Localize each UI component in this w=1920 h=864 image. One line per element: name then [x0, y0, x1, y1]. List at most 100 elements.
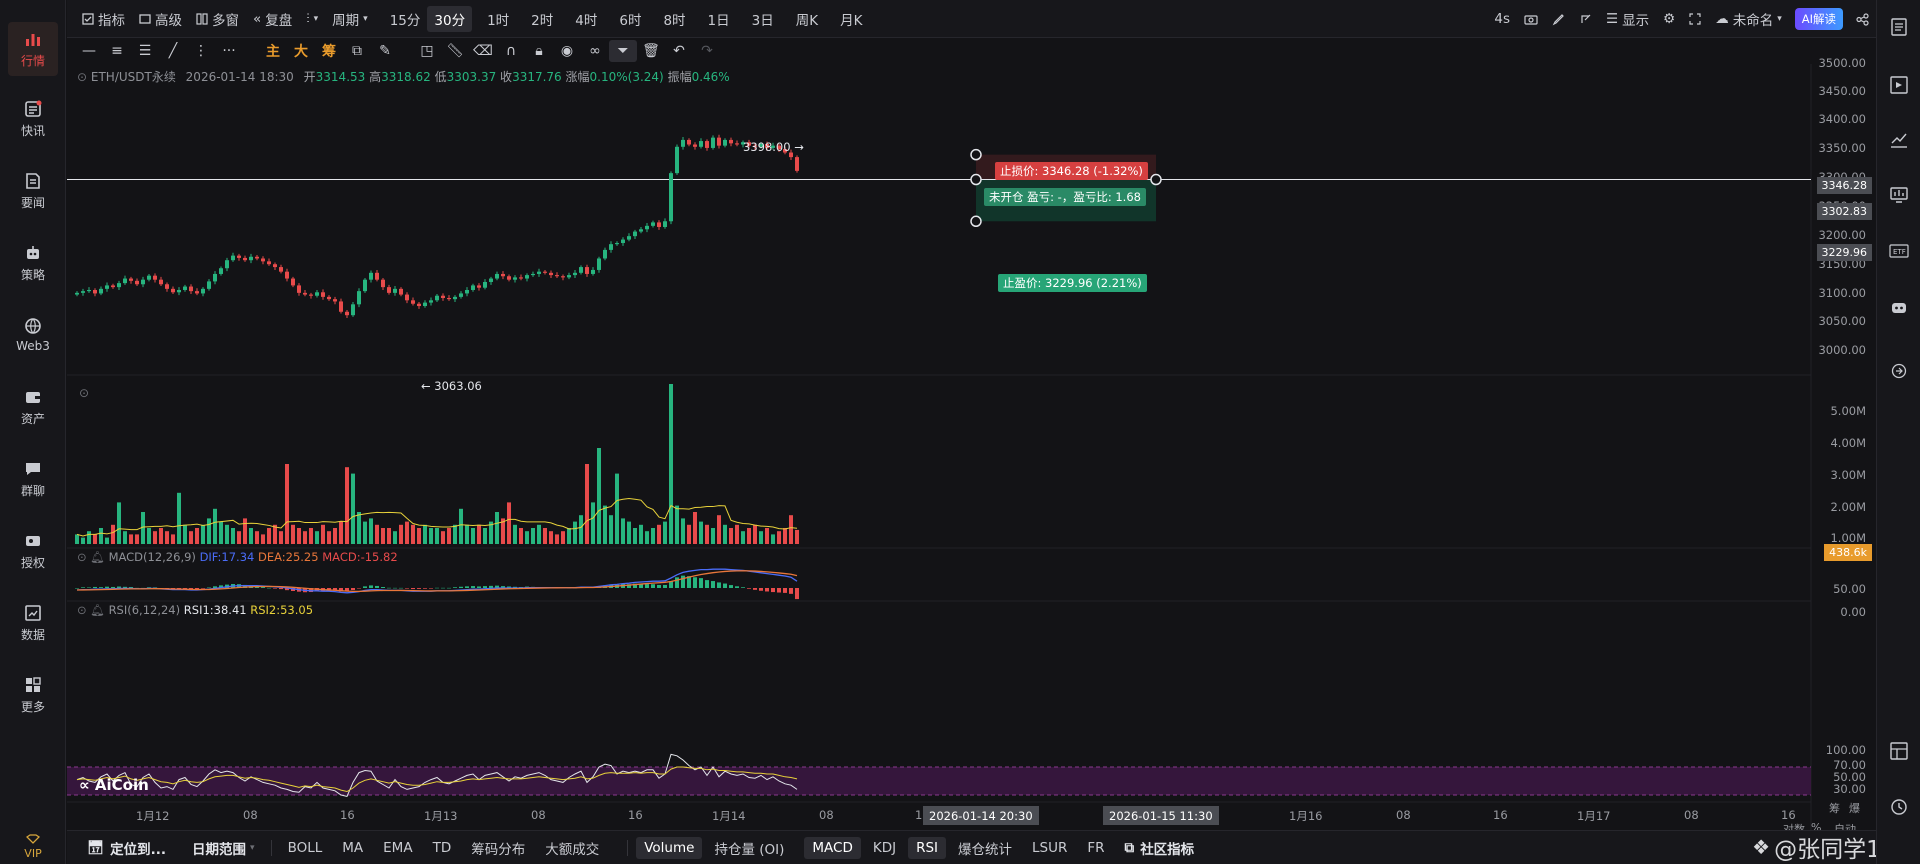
- settings-icon[interactable]: ⚙: [1663, 11, 1676, 27]
- ai-explain-button[interactable]: AI解读: [1794, 8, 1843, 30]
- camera-icon[interactable]: [1517, 6, 1545, 32]
- brush-icon[interactable]: ✎: [379, 43, 391, 59]
- redo-icon[interactable]: ↷: [701, 43, 713, 59]
- trendline-tool-icon[interactable]: ╱: [168, 43, 178, 59]
- copy-icon[interactable]: ⧉: [352, 43, 362, 59]
- main-indicator-toggle[interactable]: 主: [266, 44, 280, 60]
- ind-td[interactable]: TD: [432, 839, 452, 856]
- pen-icon[interactable]: [1545, 6, 1572, 32]
- eraser-icon[interactable]: ⌫: [473, 43, 493, 59]
- date-range-dropdown[interactable]: 日期范围 ▾: [184, 837, 263, 859]
- tf-30m[interactable]: 30分: [427, 5, 473, 32]
- display-button[interactable]: ☰ 显示: [1599, 6, 1656, 32]
- volume-settings-icon[interactable]: ⊙: [79, 386, 90, 400]
- ind-boll[interactable]: BOLL: [287, 839, 323, 856]
- nav-assets[interactable]: 资产: [8, 380, 58, 434]
- ind-large-trades[interactable]: 大额成交: [545, 841, 600, 858]
- take-profit-label[interactable]: 止盈价: 3229.96 (2.21%): [998, 274, 1147, 292]
- ind-chip-dist[interactable]: 筹码分布: [471, 841, 526, 858]
- nav-data[interactable]: 数据: [8, 596, 58, 650]
- ind-ema[interactable]: EMA: [383, 839, 413, 856]
- layout-panel-icon[interactable]: [1888, 740, 1910, 762]
- nav-web3[interactable]: Web3: [8, 308, 58, 362]
- tf-1d[interactable]: 1日: [707, 12, 730, 29]
- lock-icon[interactable]: 🔒︎: [535, 43, 543, 59]
- chips-toggle[interactable]: 筹: [322, 44, 336, 60]
- parallel-lines-icon[interactable]: ≡: [111, 43, 123, 59]
- ind-kdj[interactable]: KDJ: [872, 839, 897, 856]
- layout-dropdown[interactable]: ☁ 未命名 ▾: [1708, 6, 1789, 32]
- bell-icon[interactable]: 🔔︎: [90, 603, 105, 617]
- watchlist-icon[interactable]: [1888, 74, 1910, 96]
- percent-scale-button[interactable]: %: [1811, 821, 1822, 834]
- hline-tool-icon[interactable]: —: [82, 43, 96, 59]
- nav-auth[interactable]: 授权: [8, 524, 58, 578]
- channel-tool-icon[interactable]: ☰: [138, 43, 152, 59]
- tf-3d[interactable]: 3日: [751, 12, 774, 29]
- clock-icon[interactable]: [1888, 796, 1910, 818]
- sync-icon[interactable]: [1888, 360, 1910, 382]
- ind-oi[interactable]: 持仓量 (OI): [714, 841, 785, 858]
- robot-assistant-icon[interactable]: [1888, 296, 1910, 318]
- tf-6h[interactable]: 6时: [619, 12, 642, 29]
- chart-area[interactable]: ⊙ ETH/USDT永续 2026-01-14 18:30 开3314.53 高…: [67, 56, 1876, 836]
- nav-chat[interactable]: 群聊: [8, 452, 58, 506]
- etf-icon[interactable]: ETF: [1888, 240, 1910, 262]
- orderbook-icon[interactable]: [1888, 16, 1910, 38]
- liquidation-corner-button[interactable]: 爆: [1849, 802, 1860, 815]
- candlestick-chart[interactable]: [67, 64, 1876, 830]
- bell-icon[interactable]: 🔔︎: [90, 550, 105, 564]
- stop-loss-label[interactable]: 止损价: 3346.28 (-1.32%): [995, 162, 1148, 180]
- nav-market[interactable]: 行情: [8, 22, 58, 76]
- collapse-icon[interactable]: ⊙: [77, 70, 88, 84]
- ind-fr[interactable]: FR: [1087, 839, 1105, 856]
- nav-news[interactable]: 要闻: [8, 164, 58, 218]
- filter-icon[interactable]: ⏷: [609, 40, 637, 62]
- trash-icon[interactable]: 🗑︎: [642, 43, 660, 59]
- tf-2h[interactable]: 2时: [531, 12, 554, 29]
- monitor-icon[interactable]: [1888, 184, 1910, 206]
- magnet-icon[interactable]: ∩: [505, 43, 517, 59]
- rsi-settings-icon[interactable]: ⊙: [77, 603, 87, 617]
- nav-strategy[interactable]: 策略: [8, 236, 58, 290]
- ind-rsi[interactable]: RSI: [908, 836, 947, 859]
- ruler-icon[interactable]: 📏︎: [446, 43, 464, 59]
- trend-chart-icon[interactable]: [1888, 128, 1910, 150]
- nav-more[interactable]: 更多: [8, 668, 58, 722]
- ind-macd[interactable]: MACD: [804, 836, 861, 859]
- indicators-button[interactable]: 指标: [75, 6, 132, 32]
- chips-corner-button[interactable]: 筹: [1829, 802, 1840, 815]
- nav-flash[interactable]: 快讯: [8, 92, 58, 146]
- ind-volume[interactable]: Volume: [636, 836, 703, 859]
- tf-8h[interactable]: 8时: [663, 12, 686, 29]
- fullscreen-icon[interactable]: [1682, 6, 1708, 32]
- tf-1h[interactable]: 1时: [487, 12, 510, 29]
- fib-tool-icon[interactable]: ⋮: [194, 43, 208, 59]
- share-link-icon[interactable]: [1572, 6, 1599, 32]
- community-indicators[interactable]: ⧉ 社区指标: [1117, 837, 1203, 859]
- multi-window-button[interactable]: 多窗: [189, 6, 246, 32]
- link-icon[interactable]: ∞: [589, 43, 601, 59]
- eye-icon[interactable]: ◉: [560, 43, 574, 59]
- tf-4h[interactable]: 4时: [575, 12, 598, 29]
- ind-lsur[interactable]: LSUR: [1032, 839, 1068, 856]
- tf-1w[interactable]: 周K: [795, 12, 819, 29]
- replay-button[interactable]: «复盘: [246, 6, 299, 32]
- tf-15m[interactable]: 15分: [389, 12, 421, 29]
- macd-settings-icon[interactable]: ⊙: [77, 550, 87, 564]
- chart-type-button[interactable]: ⫶ ▾: [299, 6, 325, 32]
- refresh-rate[interactable]: 4s: [1494, 11, 1510, 27]
- ind-liquidation[interactable]: 爆仓统计: [958, 841, 1013, 858]
- position-status-label[interactable]: 未开仓 盈亏: -，盈亏比: 1.68: [984, 188, 1146, 206]
- undo-icon[interactable]: ↶: [673, 43, 685, 59]
- share-icon[interactable]: [1849, 6, 1876, 32]
- more-tools-icon[interactable]: ···: [222, 43, 236, 59]
- period-dropdown[interactable]: 周期 ▾: [325, 6, 375, 32]
- nav-vip[interactable]: VIP: [8, 832, 58, 862]
- locate-button[interactable]: 📅︎ 定位到...: [79, 837, 174, 859]
- advanced-button[interactable]: 高级: [132, 6, 189, 32]
- ind-ma[interactable]: MA: [342, 839, 364, 856]
- tf-1mo[interactable]: 月K: [840, 12, 863, 29]
- shape-tool-icon[interactable]: ◳: [420, 43, 434, 59]
- big-order-toggle[interactable]: 大: [294, 44, 308, 60]
